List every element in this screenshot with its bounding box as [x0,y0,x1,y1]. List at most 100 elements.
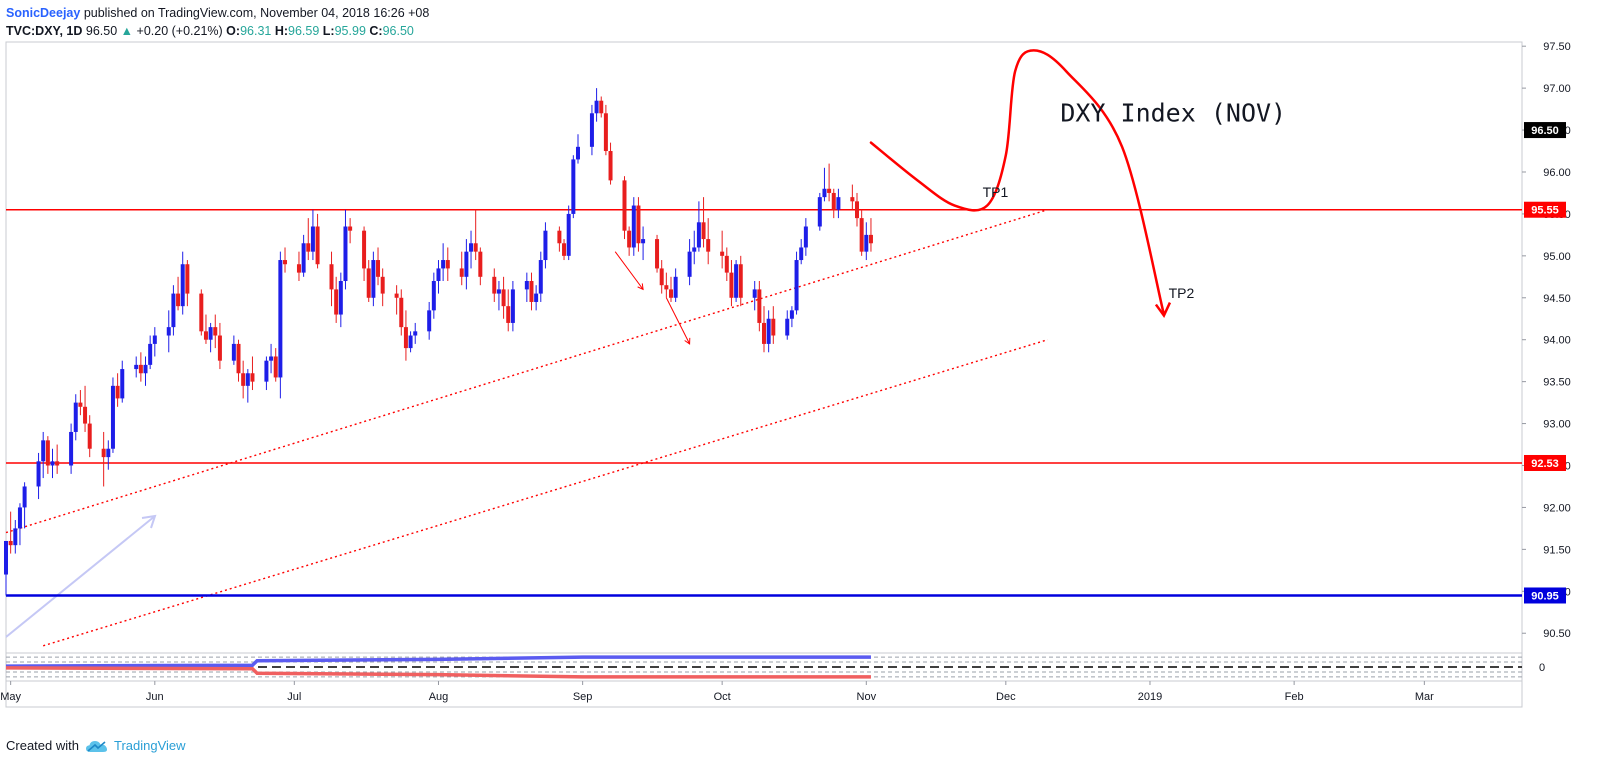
candle-body [176,293,181,307]
candle [836,188,841,219]
candle-body [329,264,334,290]
low-value: 95.99 [334,24,366,38]
candle-body [785,318,790,336]
candle-body [306,243,311,252]
candle [371,251,376,307]
candle [441,243,446,282]
candle-body [264,360,269,382]
candle-body [362,230,367,269]
candle [622,176,627,240]
candle [803,218,808,256]
candle-body [241,373,246,386]
tradingview-brand[interactable]: TradingView [85,738,186,753]
symbol-label[interactable]: TVC:DXY, 1D [6,24,83,38]
high-label: H: [274,24,289,38]
last-price: 96.50 [85,24,118,38]
candle-body [738,264,743,298]
candle [338,272,343,328]
x-tick-label: Jul [287,691,301,703]
brand-label: TradingView [113,738,186,753]
candle [868,218,873,252]
candle-body [334,289,339,315]
candle [50,448,55,479]
candle-body [408,335,413,349]
candle-body [757,289,762,323]
candle [789,306,794,328]
author-link[interactable]: SonicDeejay [6,6,81,20]
candle-body [724,255,729,273]
candle [152,327,157,357]
candle-body [627,230,632,248]
candle-body [273,356,278,378]
candle-body [562,243,567,256]
candle [13,520,18,554]
candle [110,377,115,453]
candle-body [343,226,348,282]
candle-body [524,281,529,290]
candle [166,310,171,353]
candle-body [180,264,185,307]
candle-body [506,306,511,323]
candle [720,230,725,269]
candle [115,373,120,407]
candle-body [380,276,385,294]
candle-body [794,260,799,311]
candle [380,268,385,307]
candle [599,96,604,118]
candle [827,163,832,202]
candle [557,226,562,252]
candle [534,285,539,311]
candle [696,201,701,252]
candle [17,503,22,546]
candle-body [599,100,604,114]
candle [87,415,92,458]
candle-body [706,239,711,252]
symbol-line: TVC:DXY, 1D 96.50 ▲ +0.20 (+0.21%) O:96.… [6,22,429,40]
x-tick-label: Dec [996,691,1016,703]
candle-body [301,243,306,273]
candle [403,310,408,361]
candle [831,188,836,219]
candle [655,234,660,273]
last-price-label: 96.50 [1531,125,1559,137]
candle [120,360,125,403]
x-tick-label: Sep [573,691,593,703]
candle-body [492,276,497,294]
x-tick-label: May [0,691,21,703]
candle-body [250,373,255,382]
candle-body [110,385,115,449]
x-tick-label: Oct [714,691,731,703]
created-with-text: Created with [6,738,79,753]
candle [496,281,501,311]
candle-body [245,373,250,386]
candle [799,239,804,265]
candle [148,335,153,370]
candle-body [501,289,506,307]
candle-body [115,385,120,399]
projection-curve [869,49,1166,316]
candle-body [594,100,599,114]
candle [771,306,776,344]
candle-body [236,343,241,374]
candle-body [315,226,320,265]
x-tick-label: Aug [429,691,449,703]
candle [571,155,576,219]
candle [329,251,334,307]
x-tick-label: 2019 [1138,691,1162,703]
level-price-label: 95.55 [1531,205,1559,217]
candle [269,343,274,374]
candle [692,230,697,265]
candle-body [701,222,706,240]
y-tick-label: 94.00 [1543,335,1571,347]
candle [850,184,855,210]
candle-body [371,260,376,298]
candle-body [338,281,343,315]
channel-trendline [5,209,1048,534]
candle [729,260,734,307]
candle-body [752,289,757,298]
candle [543,222,548,269]
candle-body [213,327,218,336]
candle [864,222,869,261]
candle [362,226,367,282]
